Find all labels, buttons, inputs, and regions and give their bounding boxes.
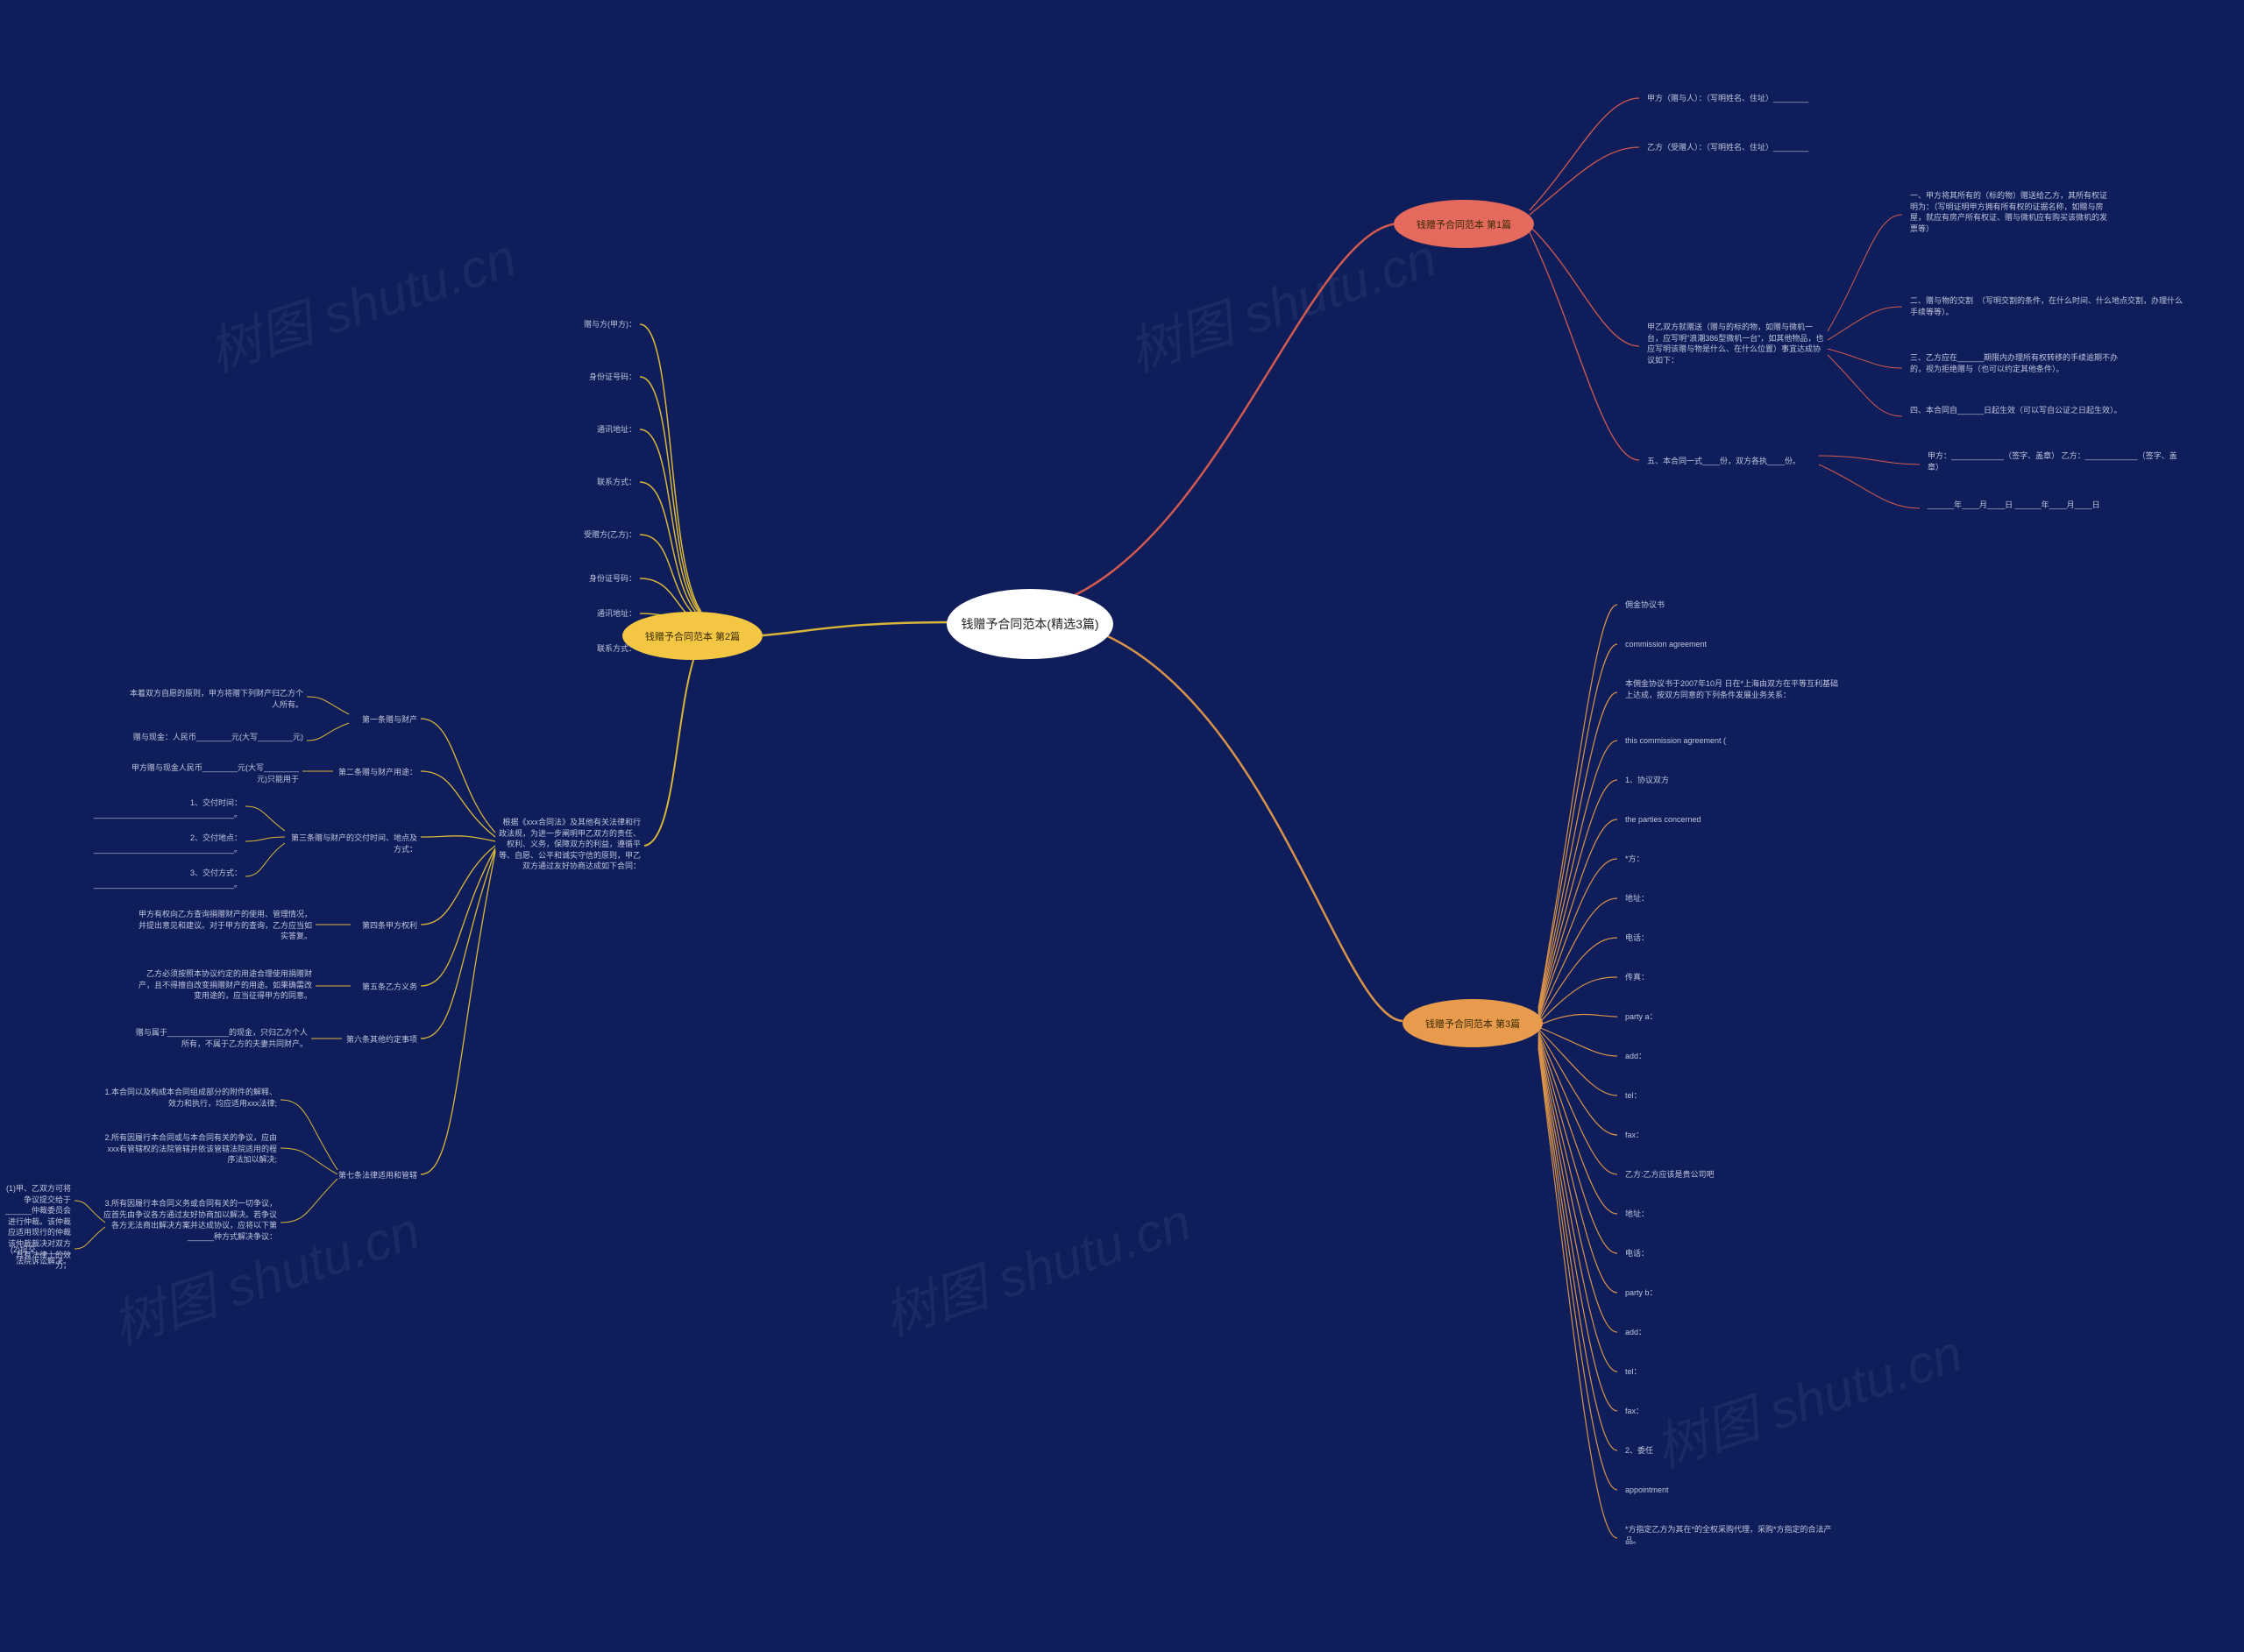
watermark: 树图 shutu.cn [872,1180,1199,1351]
p2-s6-a: 赠与属于______________的现金，只归乙方个人所有，不属于乙方的夫妻共… [127,1025,311,1051]
p2-s2-title: 第二条赠与财产用途： [335,765,421,780]
p2-field-a-id: 身份证号码： [586,370,640,385]
p1-b: 乙方（受赠人）：（写明姓名、住址）________ [1644,140,1812,155]
p3-item-21: 2、委任 [1622,1443,1657,1458]
p2-s2-a: 甲方赠与现金人民币________元(大写________元)只能用于 [118,761,302,786]
p2-s4-title: 第四条甲方权利 [359,918,421,933]
root-node[interactable]: 钱赠予合同范本(精选3篇) [947,589,1113,659]
p1-d1: 甲方：____________（签字、盖章） 乙方：____________（签… [1924,449,2187,474]
p3-item-0: 佣金协议书 [1622,598,1668,613]
topic-part2[interactable]: 钱赠予合同范本 第2篇 [622,612,763,660]
p2-field-a-phone: 联系方式： [593,475,640,490]
p2-s1-title: 第一条赠与财产 [359,713,421,727]
p3-item-18: add： [1622,1325,1650,1340]
p2-s6-title: 第六条其他约定事项 [343,1032,421,1047]
p2-s1-a: 本着双方自愿的原则，甲方将赠下列财产归乙方个人所有。 [123,686,307,712]
p2-s7-title: 第七条法律适用和管辖 [335,1168,421,1183]
p3-item-10: party a： [1622,1010,1661,1025]
connectors-svg [0,0,2244,1652]
watermark: 树图 shutu.cn [1644,1311,1971,1482]
p2-s3-b: 2、交付地点：________________________________。 [44,831,245,856]
p3-item-2: 本佣金协议书于2007年10月 日在*上海由双方在平等互利基础上达成，按双方同意… [1622,677,1850,702]
p2-s5-a: 乙方必须按照本协议约定的用途合理使用捐赠财产，且不得擅自改变捐赠财产的用途。如果… [131,967,316,1003]
p3-item-3: this commission agreement ( [1622,734,1729,748]
p3-item-16: 电话： [1622,1246,1652,1261]
watermark: 树图 shutu.cn [1118,216,1445,386]
p1-a: 甲方（赠与人）：（写明姓名、住址）________ [1644,91,1812,106]
p2-field-a-addr: 通讯地址： [593,422,640,437]
p2-s7-b: 2.所有因履行本合同或与本合同有关的争议，应由xxx有管辖权的法院管辖并依该管辖… [96,1131,280,1167]
p2-intro: 根据《xxx合同法》及其他有关法律和行政法规，为进一步阐明甲乙双方的责任、权利、… [495,815,644,874]
p3-item-17: party b： [1622,1286,1661,1301]
p3-item-8: 电话： [1622,931,1652,946]
p2-field-b-addr: 通讯地址： [593,606,640,621]
p3-item-4: 1、协议双方 [1622,773,1672,788]
p2-s7c-b: (2)提交________法院诉讼解决。 [0,1243,75,1268]
p3-item-6: *方： [1622,852,1648,867]
p2-field-b-id: 身份证号码： [586,571,640,586]
p1-c3: 三、乙方应在______期限内办理所有权转移的手续逾期不办的，视为拒绝赠与（也可… [1907,351,2134,376]
p3-item-15: 地址： [1622,1207,1652,1222]
topic-part3[interactable]: 钱赠予合同范本 第3篇 [1402,999,1543,1047]
p3-item-11: add： [1622,1049,1650,1064]
p2-field-a-title: 赠与方(甲方)： [580,317,640,332]
p2-s3-title: 第三条赠与财产的交付时间、地点及方式： [280,831,421,856]
p3-item-13: fax： [1622,1128,1647,1143]
p2-s3-a: 1、交付时间：________________________________。 [44,796,245,821]
p1-c: 甲乙双方就赠送（赠与的标的物，如赠与微机一台，应写明"浪潮386型微机一台"，如… [1644,320,1828,367]
p3-item-14: 乙方:乙方应该是贵公司吧 [1622,1167,1718,1182]
p1-c2: 二、赠与物的交割 （写明交割的条件，在什么时间、什么地点交割，办理什么手续等等）… [1907,294,2187,319]
p2-s1-b: 赠与现金：人民币________元(大写________元) [130,730,307,745]
p3-item-22: appointment [1622,1483,1672,1498]
p2-s7-a: 1.本合同以及构成本合同组成部分的附件的解释、效力和执行，均应适用xxx法律; [96,1085,280,1110]
watermark: 树图 shutu.cn [197,216,524,386]
p3-item-1: commission agreement [1622,637,1710,652]
p1-c4: 四、本合同自______日起生效（可以写自公证之日起生效）。 [1907,403,2126,418]
p3-item-7: 地址： [1622,891,1652,906]
p1-c1: 一、甲方将其所有的（标的物）赠送给乙方，其所有权证明为：（写明证明甲方拥有所有权… [1907,188,2117,236]
p3-item-9: 传真： [1622,970,1652,985]
p2-s3-c: 3、交付方式：________________________________。 [44,866,245,891]
p3-item-12: tel： [1622,1088,1645,1103]
p2-s7-c: 3.所有因履行本合同义务或合同有关的一切争议，应首先由争议各方通过友好协商加以解… [96,1196,280,1244]
p3-item-23: *方指定乙方为其在*的全权采购代理，采购*方指定的合法产品。 [1622,1522,1850,1548]
p2-s4-a: 甲方有权向乙方查询捐赠财产的使用、管理情况，并提出意见和建议。对于甲方的查询，乙… [131,907,316,944]
p1-d2: ______年____月____日 ______年____月____日 [1924,498,2104,513]
p3-item-20: fax： [1622,1404,1647,1419]
p1-d: 五、本合同一式____份，双方各执____份。 [1644,454,1804,469]
p3-item-19: tel： [1622,1365,1645,1379]
p2-field-b-title: 受赠方(乙方)： [580,528,640,542]
p2-s5-title: 第五条乙方义务 [359,980,421,995]
p3-item-5: the parties concerned [1622,812,1705,827]
topic-part1[interactable]: 钱赠予合同范本 第1篇 [1394,200,1534,248]
p2-field-b-phone: 联系方式： [593,642,640,656]
